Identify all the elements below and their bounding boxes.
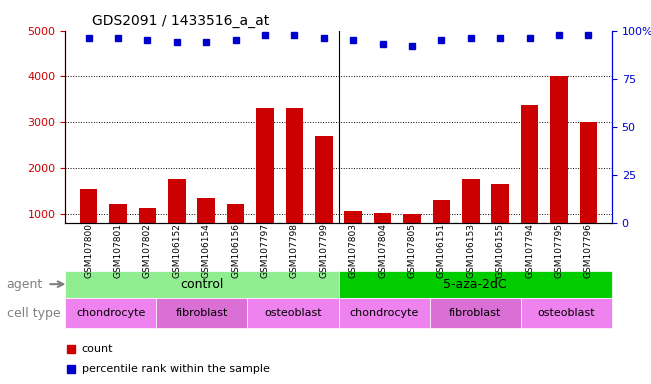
Text: GSM107803: GSM107803 <box>349 223 357 278</box>
Text: GDS2091 / 1433516_a_at: GDS2091 / 1433516_a_at <box>92 14 270 28</box>
Bar <box>344 211 362 259</box>
Text: osteoblast: osteoblast <box>264 308 322 318</box>
Text: GSM107801: GSM107801 <box>113 223 122 278</box>
Text: GSM107795: GSM107795 <box>555 223 564 278</box>
FancyBboxPatch shape <box>247 298 339 328</box>
Text: GSM106156: GSM106156 <box>231 223 240 278</box>
Text: GSM107805: GSM107805 <box>408 223 417 278</box>
Text: GSM106152: GSM106152 <box>173 223 182 278</box>
Bar <box>315 136 333 259</box>
Bar <box>197 198 215 259</box>
Text: GSM107800: GSM107800 <box>84 223 93 278</box>
Text: GSM107796: GSM107796 <box>584 223 593 278</box>
FancyBboxPatch shape <box>430 298 521 328</box>
FancyBboxPatch shape <box>156 298 247 328</box>
Text: GSM106155: GSM106155 <box>495 223 505 278</box>
Text: fibroblast: fibroblast <box>449 308 501 318</box>
Text: GSM107799: GSM107799 <box>320 223 328 278</box>
FancyBboxPatch shape <box>521 298 612 328</box>
Text: osteoblast: osteoblast <box>538 308 595 318</box>
Bar <box>550 76 568 259</box>
Text: control: control <box>180 278 223 291</box>
Bar <box>227 204 244 259</box>
Bar <box>579 122 597 259</box>
Bar <box>521 105 538 259</box>
Bar <box>462 179 480 259</box>
Text: GSM106153: GSM106153 <box>466 223 475 278</box>
Text: 5-aza-2dC: 5-aza-2dC <box>443 278 507 291</box>
Bar <box>492 184 509 259</box>
Text: cell type: cell type <box>7 307 60 320</box>
Text: percentile rank within the sample: percentile rank within the sample <box>81 364 270 374</box>
Bar <box>433 200 450 259</box>
Text: GSM107797: GSM107797 <box>260 223 270 278</box>
Text: chondrocyte: chondrocyte <box>350 308 419 318</box>
Bar <box>80 189 98 259</box>
Text: count: count <box>81 344 113 354</box>
Bar <box>286 108 303 259</box>
FancyBboxPatch shape <box>339 271 612 298</box>
Text: GSM107798: GSM107798 <box>290 223 299 278</box>
FancyBboxPatch shape <box>65 271 339 298</box>
FancyBboxPatch shape <box>339 298 430 328</box>
Text: GSM107802: GSM107802 <box>143 223 152 278</box>
Bar <box>256 108 274 259</box>
Text: fibroblast: fibroblast <box>176 308 228 318</box>
Text: chondrocyte: chondrocyte <box>76 308 145 318</box>
Text: agent: agent <box>7 278 43 291</box>
Bar <box>109 204 127 259</box>
FancyBboxPatch shape <box>65 298 156 328</box>
Bar <box>374 213 391 259</box>
Bar <box>139 208 156 259</box>
Text: GSM107794: GSM107794 <box>525 223 534 278</box>
Text: GSM107804: GSM107804 <box>378 223 387 278</box>
Text: GSM106154: GSM106154 <box>202 223 211 278</box>
Text: GSM106151: GSM106151 <box>437 223 446 278</box>
Bar <box>403 214 421 259</box>
Bar <box>168 179 186 259</box>
